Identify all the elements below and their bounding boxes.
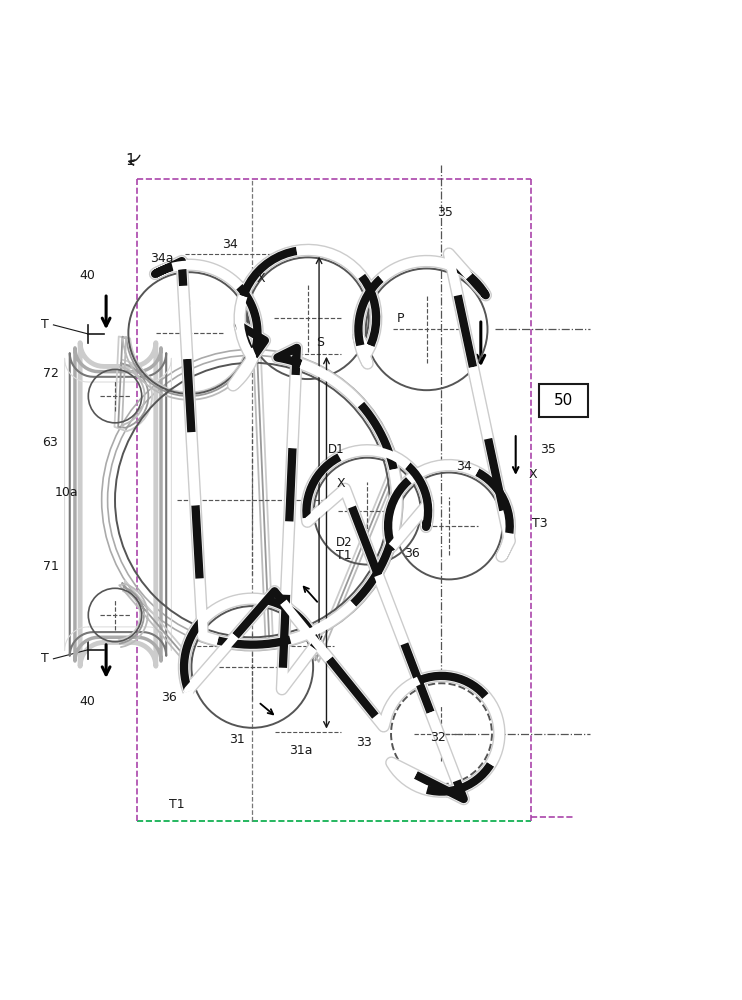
Text: T1: T1 bbox=[168, 798, 185, 811]
Text: S: S bbox=[317, 336, 324, 349]
Text: 63: 63 bbox=[42, 436, 59, 449]
Text: 34: 34 bbox=[456, 460, 472, 473]
Text: 72: 72 bbox=[42, 367, 59, 380]
Text: X: X bbox=[528, 468, 537, 481]
Text: 31: 31 bbox=[229, 733, 246, 746]
Text: T: T bbox=[41, 652, 48, 665]
Text: X: X bbox=[337, 477, 346, 490]
Text: 34: 34 bbox=[222, 238, 238, 251]
Text: P: P bbox=[397, 312, 404, 325]
Text: X: X bbox=[257, 272, 266, 285]
Text: 40: 40 bbox=[79, 695, 96, 708]
Text: 1: 1 bbox=[125, 153, 134, 168]
Text: 10a: 10a bbox=[55, 486, 79, 499]
Text: 71: 71 bbox=[42, 560, 59, 573]
Text: T1: T1 bbox=[336, 549, 352, 562]
Text: 36: 36 bbox=[161, 691, 177, 704]
Text: 34a: 34a bbox=[150, 252, 174, 265]
Text: 50: 50 bbox=[554, 393, 574, 408]
Text: 33: 33 bbox=[355, 736, 372, 749]
Text: 40: 40 bbox=[79, 269, 96, 282]
Text: D2: D2 bbox=[335, 536, 352, 549]
Text: 36: 36 bbox=[404, 547, 420, 560]
Text: 35: 35 bbox=[437, 206, 453, 219]
FancyBboxPatch shape bbox=[539, 384, 588, 417]
Text: T: T bbox=[41, 318, 48, 331]
Text: 32: 32 bbox=[430, 731, 446, 744]
Text: T3: T3 bbox=[532, 517, 548, 530]
Text: 35: 35 bbox=[539, 443, 556, 456]
Text: D1: D1 bbox=[328, 443, 344, 456]
Text: 31a: 31a bbox=[289, 744, 312, 757]
